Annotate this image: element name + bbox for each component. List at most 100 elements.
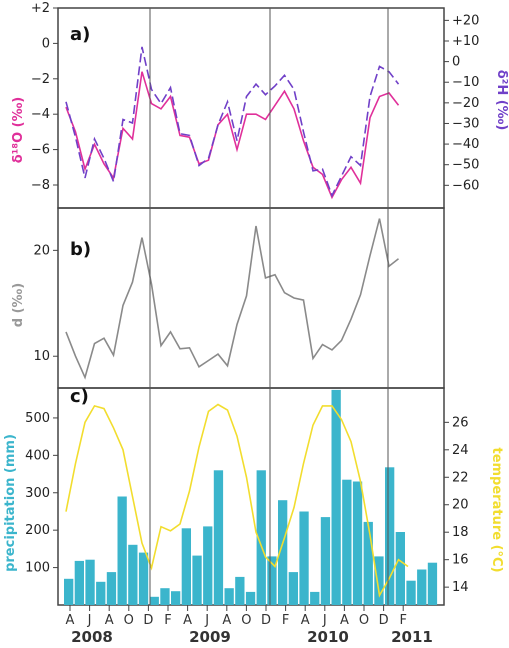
panel-c-right-tick-label: 16 bbox=[452, 553, 469, 568]
panel-c-left-axis-title: precipitation (mm) bbox=[3, 434, 18, 572]
panel-a-right-tick-label: −50 bbox=[452, 158, 479, 173]
month-tick-label: A bbox=[301, 613, 310, 628]
precipitation-bar bbox=[117, 496, 127, 605]
panel-a-right-tick-label: +10 bbox=[452, 34, 479, 49]
precipitation-bar bbox=[203, 526, 213, 605]
panel-a-left-tick-label: −6 bbox=[31, 143, 50, 158]
precipitation-bar bbox=[385, 467, 395, 605]
panel-b-tick-label: 20 bbox=[33, 243, 50, 258]
precipitation-bar bbox=[96, 581, 106, 605]
precipitation-bar bbox=[138, 552, 149, 605]
precipitation-bar bbox=[331, 389, 341, 605]
series-d2H-line bbox=[65, 46, 400, 198]
precipitation-bar bbox=[245, 591, 256, 605]
panel-a-label: a) bbox=[70, 24, 90, 45]
month-tick-label: A bbox=[66, 613, 75, 628]
month-tick-label: J bbox=[204, 613, 209, 628]
month-tick-label: A bbox=[105, 613, 114, 628]
panel-a-right-tick-label: −40 bbox=[452, 137, 479, 152]
panel-b-frame bbox=[57, 207, 445, 389]
precipitation-bar bbox=[395, 532, 405, 605]
precipitation-bar bbox=[85, 559, 95, 605]
panel-a-left-tick-label: +2 bbox=[31, 1, 50, 16]
panel-a-left-tick-label: −8 bbox=[31, 178, 50, 193]
year-label: 2011 bbox=[391, 628, 433, 646]
panel-c-label: c) bbox=[70, 386, 89, 407]
precipitation-bar bbox=[171, 591, 181, 605]
panel-b-label: b) bbox=[70, 239, 91, 260]
precipitation-bar bbox=[64, 578, 74, 605]
panel-c-left-tick-label: 200 bbox=[25, 523, 50, 538]
month-tick-label: O bbox=[241, 613, 251, 628]
panel-a-right-tick-label: −30 bbox=[452, 116, 479, 131]
precipitation-bar bbox=[288, 572, 298, 605]
panel-c-right-tick-label: 22 bbox=[452, 470, 469, 485]
panel-c-right-tick-label: 18 bbox=[452, 525, 469, 540]
precipitation-bar bbox=[342, 479, 352, 605]
precipitation-bar bbox=[427, 562, 438, 605]
precipitation-bar bbox=[149, 596, 159, 605]
year-label: 2009 bbox=[189, 628, 231, 646]
year-label: 2010 bbox=[307, 628, 349, 646]
precipitation-bar bbox=[363, 521, 373, 605]
precipitation-bar bbox=[224, 588, 234, 605]
precipitation-bar bbox=[213, 470, 224, 605]
precipitation-bar bbox=[310, 591, 320, 605]
panel-a-right-axis-title: δ²H (‰) bbox=[494, 70, 509, 131]
precipitation-bar bbox=[278, 500, 288, 605]
panel-a-right-tick-label: −20 bbox=[452, 96, 479, 111]
month-tick-label: D bbox=[143, 613, 153, 628]
month-tick-label: F bbox=[399, 613, 406, 628]
panel-b-tick-label: 10 bbox=[33, 349, 50, 364]
panel-c-right-tick-label: 14 bbox=[452, 580, 469, 595]
panel-c-left-tick-label: 400 bbox=[25, 448, 50, 463]
precipitation-bar bbox=[192, 555, 202, 605]
precipitation-bar bbox=[181, 528, 191, 605]
month-tick-label: O bbox=[124, 613, 134, 628]
precipitation-bar bbox=[74, 560, 84, 605]
panel-a-right-tick-label: 0 bbox=[452, 55, 460, 70]
month-tick-label: D bbox=[261, 613, 271, 628]
precipitation-bar bbox=[160, 588, 170, 605]
month-tick-label: F bbox=[282, 613, 289, 628]
panel-a-left-tick-label: −2 bbox=[31, 72, 50, 87]
panel-a-left-tick-label: −4 bbox=[31, 107, 50, 122]
precipitation-bar bbox=[406, 580, 416, 605]
panel-c-left-tick-label: 500 bbox=[25, 411, 50, 426]
panel-b: 2010 bbox=[33, 218, 399, 380]
year-label: 2008 bbox=[71, 628, 113, 646]
precipitation-bar bbox=[299, 511, 309, 605]
precipitation-bar bbox=[374, 556, 384, 605]
month-tick-label: A bbox=[222, 613, 231, 628]
panel-a: +20−2−4−6−8+20+100−10−20−30−40−50−60 bbox=[31, 1, 479, 200]
panel-a-left-tick-label: 0 bbox=[42, 36, 50, 51]
month-tick-label: J bbox=[87, 613, 92, 628]
month-tick-label: A bbox=[340, 613, 349, 628]
precipitation-bar bbox=[320, 517, 331, 605]
precipitation-bar bbox=[106, 572, 117, 605]
series-d18O-line bbox=[65, 71, 400, 200]
panel-c-right-tick-label: 20 bbox=[452, 498, 469, 513]
month-tick-label: A bbox=[183, 613, 192, 628]
series-d-excess-line bbox=[65, 218, 399, 380]
panel-c-left-tick-label: 300 bbox=[25, 486, 50, 501]
panel-c-right-tick-label: 26 bbox=[452, 415, 469, 430]
precipitation-bar bbox=[256, 470, 266, 605]
panel-a-right-tick-label: −10 bbox=[452, 75, 479, 90]
panel-a-right-tick-label: −60 bbox=[452, 178, 479, 193]
precipitation-bar bbox=[352, 481, 363, 605]
precipitation-bar bbox=[128, 544, 138, 605]
precipitation-bar bbox=[235, 576, 245, 605]
panel-a-left-axis-title: δ¹⁸O (‰) bbox=[11, 97, 26, 164]
panel-b-axis-title: d (‰) bbox=[11, 283, 26, 327]
panel-c-right-axis-title: temperature (°C) bbox=[489, 447, 504, 572]
precipitation-bar bbox=[267, 556, 277, 605]
panel-c-right-tick-label: 24 bbox=[452, 443, 469, 458]
panel-c-left-tick-label: 100 bbox=[25, 561, 50, 576]
panel-c: 500 400 300 200 100 26 24 22 20 18 16 14 bbox=[25, 389, 469, 605]
precipitation-bar bbox=[417, 569, 427, 605]
month-tick-label: D bbox=[379, 613, 389, 628]
december-lines bbox=[149, 8, 389, 605]
